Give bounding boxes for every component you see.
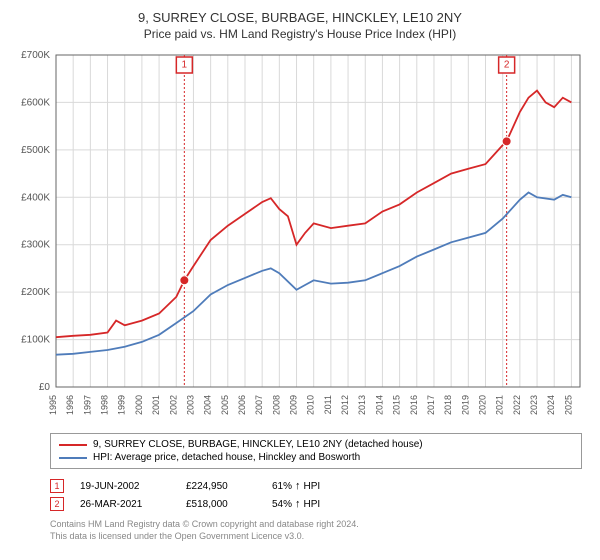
svg-text:2024: 2024 [546,395,556,415]
svg-text:2004: 2004 [203,395,213,415]
svg-text:1995: 1995 [48,395,58,415]
svg-text:2020: 2020 [478,395,488,415]
chart-container: 9, SURREY CLOSE, BURBAGE, HINCKLEY, LE10… [0,0,600,560]
chart-subtitle: Price paid vs. HM Land Registry's House … [12,27,588,41]
sale-point-2 [502,137,511,146]
svg-text:2010: 2010 [306,395,316,415]
sale-hpi-pct: 54% [272,499,292,510]
svg-text:£100K: £100K [21,335,50,346]
svg-text:2021: 2021 [495,395,505,415]
chart-title: 9, SURREY CLOSE, BURBAGE, HINCKLEY, LE10… [12,10,588,25]
sale-price: £224,950 [186,481,256,492]
arrow-up-icon: ↑ [295,498,301,510]
legend-swatch [59,457,87,459]
sale-hpi: 61%↑HPI [272,480,320,492]
svg-text:2007: 2007 [254,395,264,415]
svg-text:£300K: £300K [21,240,50,251]
svg-text:2019: 2019 [460,395,470,415]
sale-hpi-label: HPI [304,499,321,510]
sale-marker-badge: 1 [50,479,64,493]
footer-line-1: Contains HM Land Registry data © Crown c… [50,519,582,531]
svg-text:£600K: £600K [21,97,50,108]
legend-label: 9, SURREY CLOSE, BURBAGE, HINCKLEY, LE10… [93,439,423,450]
svg-text:1997: 1997 [82,395,92,415]
svg-text:2: 2 [504,60,510,71]
sale-date: 26-MAR-2021 [80,499,170,510]
svg-text:2000: 2000 [134,395,144,415]
svg-text:2002: 2002 [168,395,178,415]
svg-text:1: 1 [182,60,188,71]
sale-point-1 [180,276,189,285]
svg-text:2011: 2011 [323,395,333,414]
svg-text:2008: 2008 [271,395,281,415]
sale-row: 2 26-MAR-2021 £518,000 54%↑HPI [50,495,582,513]
svg-text:£400K: £400K [21,192,50,203]
sale-hpi-pct: 61% [272,481,292,492]
svg-text:2023: 2023 [529,395,539,415]
svg-text:2022: 2022 [512,395,522,415]
svg-text:2025: 2025 [563,395,573,415]
svg-text:2017: 2017 [426,395,436,415]
svg-text:£500K: £500K [21,145,50,156]
svg-text:2009: 2009 [289,395,299,415]
sale-row: 1 19-JUN-2002 £224,950 61%↑HPI [50,477,582,495]
sale-date: 19-JUN-2002 [80,481,170,492]
line-chart: £0 £100K £200K £300K £400K £500K £600K £700K 199… [12,47,588,427]
legend: 9, SURREY CLOSE, BURBAGE, HINCKLEY, LE10… [50,433,582,469]
svg-text:£700K: £700K [21,50,50,61]
sale-price: £518,000 [186,499,256,510]
svg-text:2013: 2013 [357,395,367,415]
svg-text:2018: 2018 [443,395,453,415]
sale-hpi: 54%↑HPI [272,498,320,510]
legend-swatch [59,444,87,446]
svg-text:1996: 1996 [65,395,75,415]
legend-label: HPI: Average price, detached house, Hinc… [93,452,360,463]
svg-text:£200K: £200K [21,287,50,298]
svg-text:2003: 2003 [185,395,195,415]
svg-text:2012: 2012 [340,395,350,415]
legend-item: 9, SURREY CLOSE, BURBAGE, HINCKLEY, LE10… [59,438,573,451]
chart-area: £0 £100K £200K £300K £400K £500K £600K £700K 199… [12,47,588,427]
sale-marker-badge: 2 [50,497,64,511]
sales-table: 1 19-JUN-2002 £224,950 61%↑HPI 2 26-MAR-2021 £… [50,477,582,513]
arrow-up-icon: ↑ [295,480,301,492]
sale-hpi-label: HPI [304,481,321,492]
svg-text:£0: £0 [39,382,51,393]
footer-attribution: Contains HM Land Registry data © Crown c… [50,519,582,542]
svg-text:2014: 2014 [374,395,384,415]
legend-item: HPI: Average price, detached house, Hinc… [59,451,573,464]
svg-text:1999: 1999 [117,395,127,415]
footer-line-2: This data is licensed under the Open Gov… [50,531,582,543]
svg-text:2015: 2015 [392,395,402,415]
svg-text:2001: 2001 [151,395,161,415]
svg-text:1998: 1998 [100,395,110,415]
svg-text:2006: 2006 [237,395,247,415]
svg-text:2005: 2005 [220,395,230,415]
svg-text:2016: 2016 [409,395,419,415]
